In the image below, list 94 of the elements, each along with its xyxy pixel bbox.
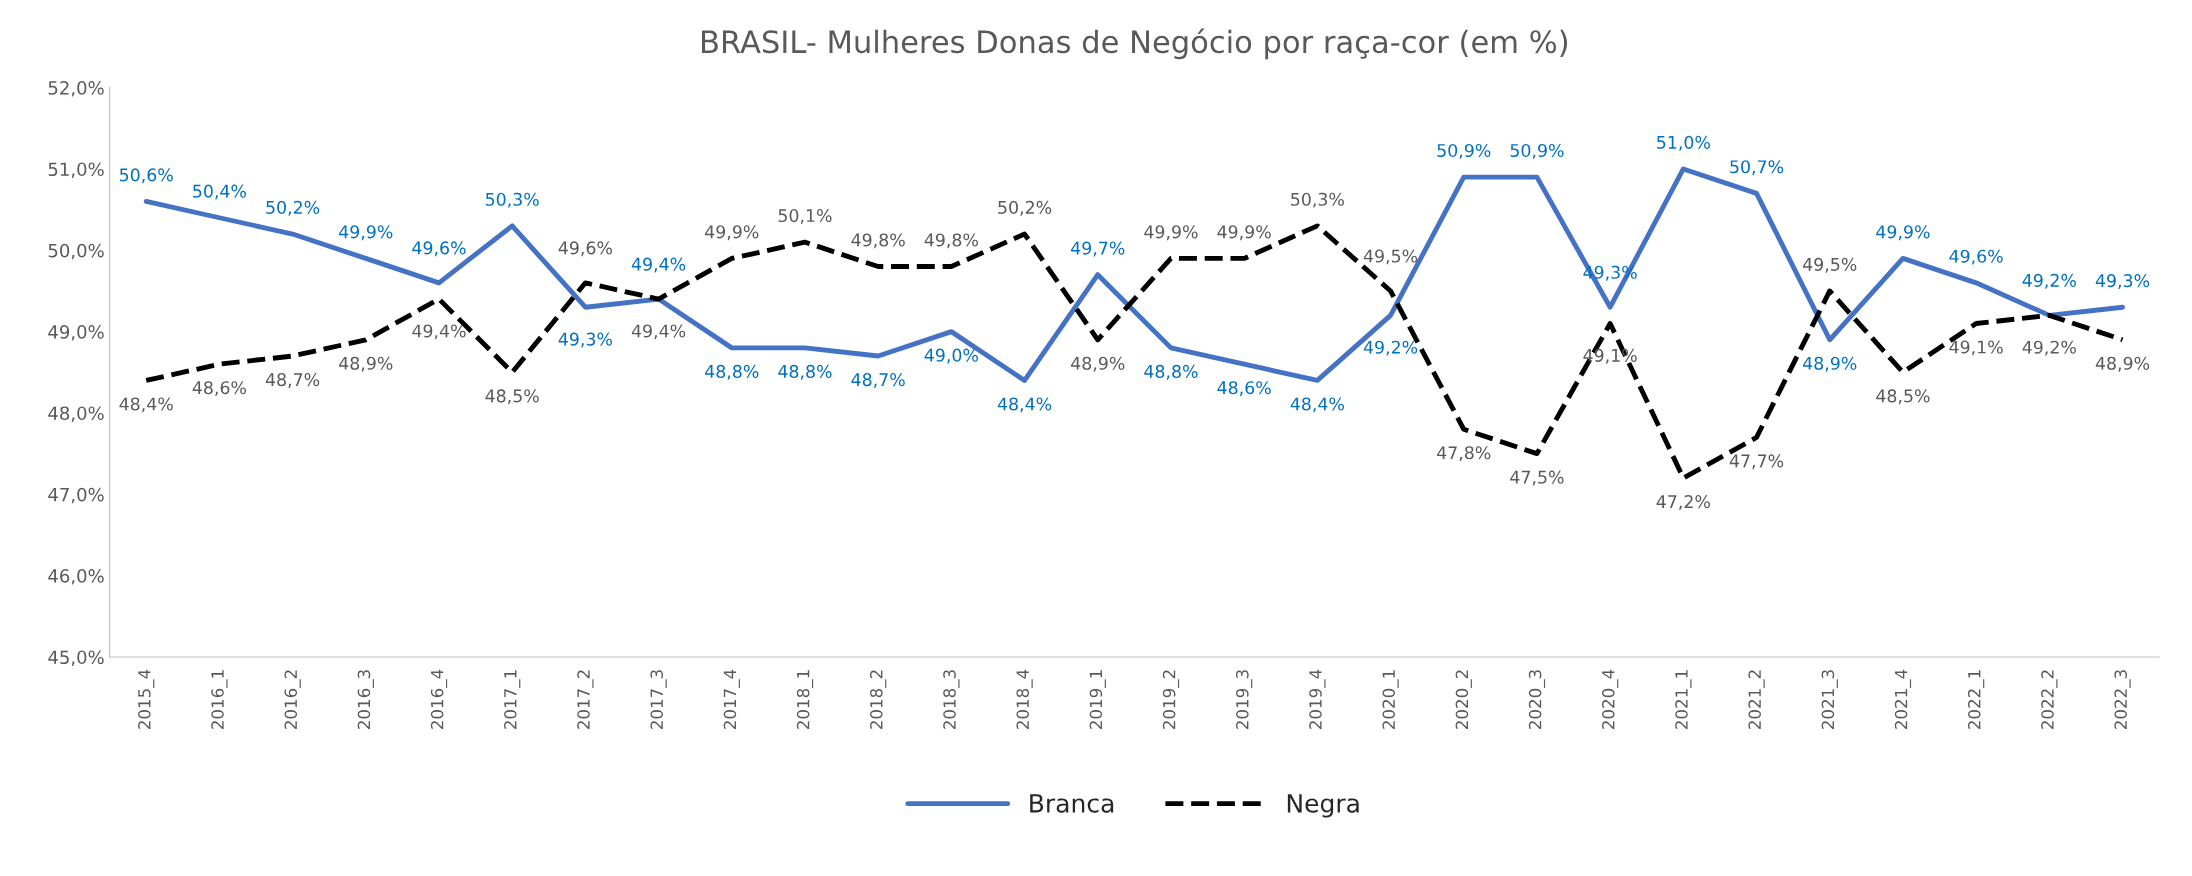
x-tick-label: 2015_4 (138, 669, 155, 729)
y-tick-label: 51,0% (48, 162, 104, 178)
data-label: 47,5% (1510, 470, 1564, 486)
data-label: 49,9% (1876, 225, 1930, 241)
data-label: 50,3% (1291, 192, 1344, 208)
data-label: 49,1% (1949, 340, 2003, 356)
data-label: 48,8% (1144, 364, 1198, 380)
x-tick-label: 2018_1 (796, 670, 814, 729)
data-label: 48,5% (1876, 389, 1930, 405)
x-tick-label: 2021_2 (1748, 670, 1765, 729)
x-tick-label: 2020_4 (1601, 669, 1619, 729)
x-tick-label: 2019_1 (1089, 670, 1106, 729)
data-label: 48,7% (265, 373, 320, 388)
x-tick-label: 2019_2 (1162, 670, 1180, 729)
data-label: 49,5% (1803, 257, 1857, 273)
data-label: 49,8% (924, 233, 978, 249)
x-tick-label: 2021_4 (1894, 669, 1912, 729)
x-tick-label: 2018_2 (870, 670, 887, 729)
x-tick-label: 2016_1 (211, 670, 228, 729)
data-label: 49,2% (2022, 273, 2076, 289)
y-tick-label: 46,0% (48, 569, 104, 585)
data-label: 47,8% (1437, 446, 1491, 462)
legend-label: Negra (1287, 794, 1359, 818)
data-label: 49,9% (1217, 225, 1271, 241)
data-label: 50,9% (1437, 143, 1491, 159)
chart-title: BRASIL- Mulheres Donas de Negócio por raça-cor (em %) (702, 28, 1568, 60)
data-label: 49,2% (2022, 340, 2076, 356)
data-label: 47,2% (1656, 495, 1710, 510)
y-tick-label: 48,0% (48, 406, 104, 422)
x-tick-label: 2017_2 (577, 670, 594, 729)
x-tick-label: 2022_3 (2114, 670, 2131, 729)
x-tick-label: 2022_1 (1967, 670, 1985, 729)
data-label: 49,6% (558, 241, 612, 257)
y-tick-label: 47,0% (48, 487, 104, 504)
data-label: 50,2% (266, 200, 320, 216)
data-label: 48,6% (1217, 381, 1271, 397)
x-tick-label: 2020_2 (1455, 670, 1472, 729)
data-label: 49,5% (1363, 249, 1418, 265)
data-label: 50,3% (485, 192, 539, 208)
data-label: 50,1% (778, 208, 832, 224)
x-tick-label: 2020_1 (1382, 670, 1399, 729)
y-tick-label: 45,0% (48, 650, 104, 666)
x-tick-label: 2019_3 (1236, 670, 1253, 729)
data-label: 48,9% (2095, 356, 2150, 372)
data-label: 47,7% (1729, 454, 1784, 470)
data-label: 48,5% (485, 389, 539, 405)
data-label: 49,6% (1949, 249, 2003, 265)
y-tick-label: 49,0% (48, 325, 104, 341)
data-label: 49,3% (2095, 274, 2150, 289)
data-label: 48,4% (1290, 397, 1344, 413)
data-label: 49,6% (412, 241, 466, 257)
legend-label: Branca (1030, 794, 1114, 813)
data-label: 50,9% (1510, 143, 1564, 159)
data-label: 49,1% (1583, 348, 1637, 364)
y-tick-label: 52,0% (48, 81, 104, 97)
data-label: 48,6% (192, 381, 247, 397)
data-label: 48,4% (997, 397, 1052, 413)
data-label: 49,4% (631, 324, 686, 340)
data-label: 49,4% (631, 257, 686, 273)
x-tick-label: 2020_3 (1528, 670, 1546, 729)
x-tick-label: 2016_3 (357, 670, 374, 729)
data-label: 48,9% (1071, 356, 1125, 372)
data-label: 49,3% (558, 332, 612, 348)
data-label: 50,6% (119, 168, 173, 184)
x-tick-label: 2017_1 (504, 670, 521, 729)
data-label: 49,0% (924, 348, 978, 364)
x-tick-label: 2019_4 (1309, 669, 1326, 729)
x-tick-label: 2016_2 (284, 670, 301, 729)
data-label: 49,2% (1363, 340, 1418, 356)
data-label: 48,4% (119, 397, 173, 413)
data-label: 49,9% (339, 225, 393, 241)
y-tick-label: 50,0% (48, 243, 104, 260)
x-tick-label: 2018_3 (943, 670, 960, 729)
data-label: 48,8% (705, 364, 759, 380)
x-tick-label: 2021_3 (1821, 670, 1838, 729)
x-tick-label: 2018_4 (1016, 669, 1033, 729)
data-label: 48,9% (339, 356, 393, 372)
x-tick-label: 2017_3 (650, 670, 667, 729)
x-tick-label: 2016_4 (430, 669, 448, 729)
data-label: 50,2% (998, 200, 1052, 216)
data-label: 48,9% (1803, 356, 1857, 372)
data-label: 50,4% (193, 184, 247, 200)
data-label: 51,0% (1657, 135, 1710, 151)
x-tick-label: 2017_4 (723, 669, 740, 729)
data-label: 48,7% (851, 373, 905, 388)
x-tick-label: 2021_1 (1675, 670, 1692, 729)
data-label: 49,4% (412, 324, 466, 340)
data-label: 48,8% (778, 364, 832, 380)
x-tick-label: 2022_2 (2041, 670, 2058, 729)
data-label: 50,7% (1730, 160, 1784, 176)
data-label: 49,8% (851, 233, 905, 249)
data-label: 49,9% (1144, 225, 1198, 241)
data-label: 49,7% (1071, 241, 1125, 257)
data-label: 49,9% (705, 225, 759, 241)
